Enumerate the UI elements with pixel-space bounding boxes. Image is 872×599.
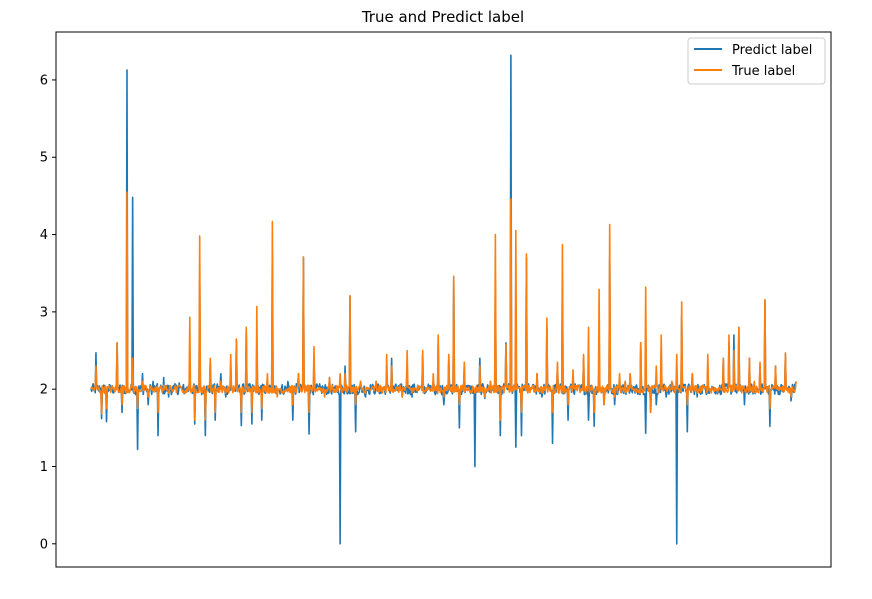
y-tick-label-3: 3 (40, 305, 48, 320)
y-tick-label-0: 0 (40, 537, 48, 552)
y-tick-label-5: 5 (40, 151, 48, 166)
plot-lines (90, 54, 797, 545)
y-tick-label-4: 4 (40, 228, 48, 243)
chart-title: True and Predict label (361, 8, 524, 26)
y-tick-label-6: 6 (40, 73, 48, 88)
legend-label-predict: Predict label (732, 43, 812, 58)
y-tick-label-2: 2 (40, 383, 48, 398)
legend: Predict label True label (687, 37, 826, 85)
y-axis: 0 1 2 3 4 5 6 (40, 73, 56, 552)
plot-frame (55, 31, 832, 568)
y-tick-label-1: 1 (40, 460, 48, 475)
series-line-true-label (90, 191, 797, 421)
legend-label-true: True label (731, 64, 795, 79)
legend-box (687, 37, 826, 85)
series-line-predict-label (90, 54, 797, 545)
